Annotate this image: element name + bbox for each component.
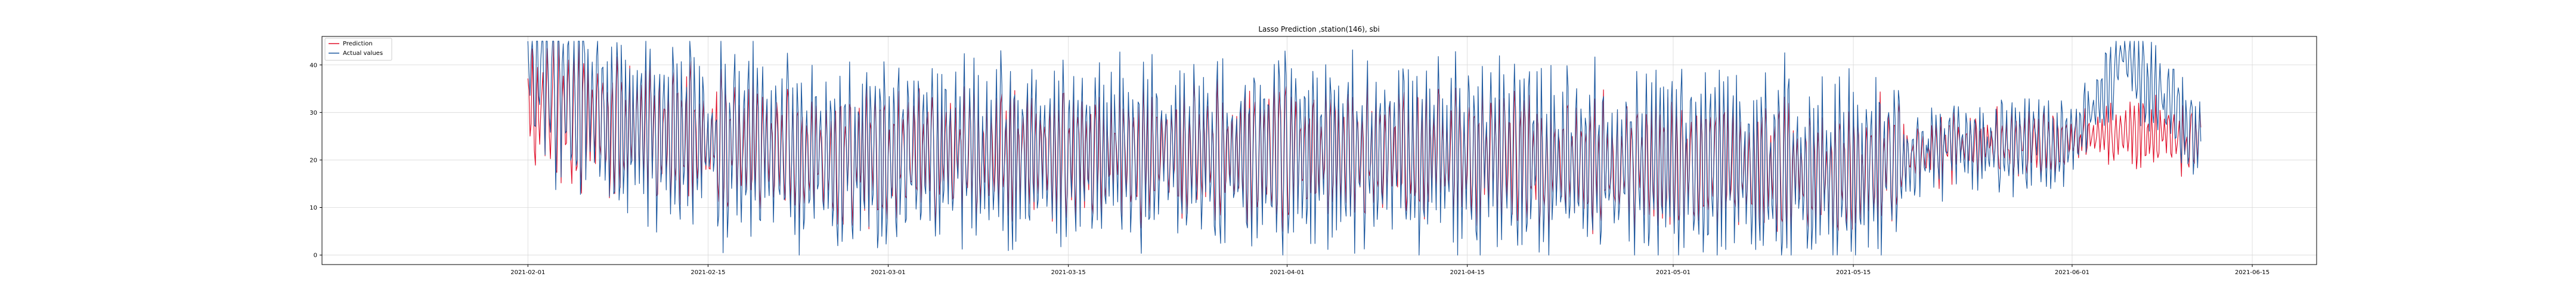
- y-tick-label: 0: [314, 253, 317, 259]
- legend-box: [324, 38, 392, 61]
- grid-layer: [322, 36, 2317, 265]
- series-line-prediction: [527, 41, 2202, 245]
- x-tick-label: 2021-06-01: [2055, 269, 2089, 276]
- x-tick-label: 2021-03-15: [1051, 269, 1086, 276]
- x-tick-label: 2021-02-01: [510, 269, 545, 276]
- y-tick-label: 30: [309, 110, 317, 116]
- y-tick-label: 40: [309, 62, 317, 69]
- plot-frame: [321, 36, 2317, 265]
- x-tick-label: 2021-06-15: [2235, 269, 2270, 276]
- x-tick-label: 2021-02-15: [691, 269, 725, 276]
- chart-title: Lasso Prediction ,station(146), sbi: [1258, 25, 1379, 33]
- y-tick-label: 20: [309, 157, 317, 164]
- legend-label-actual: Actual values: [343, 50, 383, 57]
- x-tick-label: 2021-03-01: [871, 269, 905, 276]
- legend-label-prediction: Prediction: [343, 41, 373, 47]
- x-tick-label: 2021-04-15: [1450, 269, 1485, 276]
- series-line-actual: [527, 41, 2202, 256]
- series-layer: [527, 41, 2202, 256]
- tick-layer: 2021-02-01 2021-02-15 2021-03-01 2021-03-15…: [309, 62, 2270, 276]
- y-tick-label: 10: [309, 205, 317, 211]
- x-tick-label: 2021-05-01: [1656, 269, 1690, 276]
- x-tick-label: 2021-04-01: [1270, 269, 1304, 276]
- legend: Prediction Actual values: [324, 38, 392, 61]
- x-tick-label: 2021-05-15: [1836, 269, 1871, 276]
